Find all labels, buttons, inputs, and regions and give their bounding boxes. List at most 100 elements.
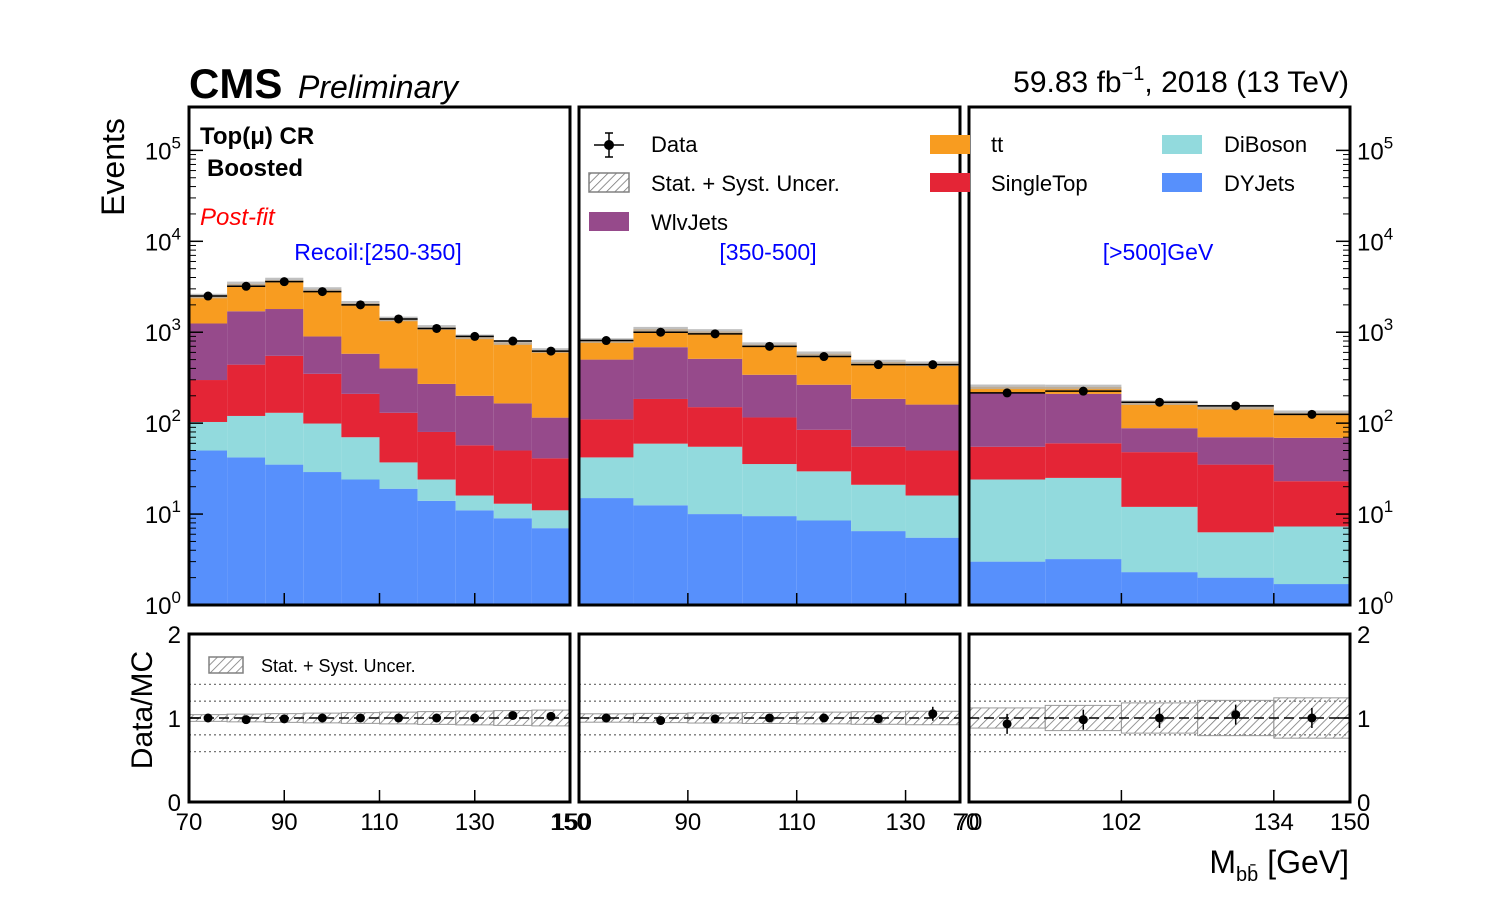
ratio-point-p1-b8 <box>470 713 480 723</box>
svg-text:Stat. + Syst. Uncer.: Stat. + Syst. Uncer. <box>651 171 840 196</box>
x-tick-label-p3: 102 <box>1101 809 1141 836</box>
data-marker-icon <box>604 140 614 150</box>
legend-item-wlvjets: WlvJets <box>589 210 728 235</box>
svg-text:DiBoson: DiBoson <box>1224 132 1307 157</box>
bar-wlvjets-p2-b1 <box>579 359 634 420</box>
y-tick-label-main: 104 <box>145 224 181 256</box>
data-point-p1-b10 <box>546 346 556 356</box>
bar-singletop-p3-b2 <box>1045 443 1122 478</box>
ratio-point-p1-b1 <box>203 713 213 723</box>
bar-diboson-p3-b2 <box>1045 477 1122 560</box>
x-axis-title: Mbb̄ [GeV] <box>1209 844 1349 886</box>
bar-diboson-p3-b5 <box>1273 526 1350 585</box>
bar-diboson-p1-b4 <box>303 423 342 473</box>
bar-singletop-p2-b7 <box>905 450 960 496</box>
ratio-hatch-swatch-icon <box>208 656 244 674</box>
x-tick-label-p1: 90 <box>271 809 298 836</box>
x-tick-label-p2: 90 <box>675 809 702 836</box>
bar-diboson-p2-b3 <box>687 446 743 515</box>
main-frame-p3 <box>967 105 1352 607</box>
hatch-swatch-icon <box>588 172 630 193</box>
ratio-point-p1-b10 <box>546 711 556 721</box>
data-point-p2-b3 <box>710 329 720 339</box>
bar-singletop-p2-b3 <box>687 407 743 447</box>
ratio-point-p1-b3 <box>279 714 289 724</box>
ratio-point-p1-b4 <box>317 713 327 723</box>
data-point-p1-b2 <box>241 281 251 291</box>
ratio-point-p2-b5 <box>819 713 829 723</box>
data-point-p1-b1 <box>203 291 213 301</box>
bar-dyjets-p2-b7 <box>905 537 960 605</box>
ratio-point-p1-b7 <box>432 713 442 723</box>
bar-diboson-p1-b8 <box>455 495 494 511</box>
x-tick-label-p2: 110 <box>778 809 816 836</box>
recoil-label-1: Recoil:[250-350] <box>294 239 462 265</box>
bar-tt-p1-b9 <box>493 342 532 404</box>
bar-diboson-p1-b6 <box>379 462 418 489</box>
bar-tt-p2-b2 <box>633 329 688 348</box>
ratio-point-p3-b3 <box>1155 713 1164 723</box>
bar-wlvjets-p3-b3 <box>1121 428 1198 453</box>
bar-diboson-p2-b7 <box>905 495 960 538</box>
y-tick-label-main: 103 <box>145 315 181 347</box>
data-point-p1-b8 <box>470 331 480 341</box>
bar-singletop-p1-b9 <box>493 450 532 504</box>
legend-item-data: Data <box>594 132 698 158</box>
data-point-p1-b6 <box>394 314 404 324</box>
bar-diboson-p2-b4 <box>742 464 797 517</box>
svg-text:Stat. + Syst. Uncer.: Stat. + Syst. Uncer. <box>261 656 416 676</box>
bar-dyjets-p3-b2 <box>1045 559 1122 605</box>
ratio-point-p2-b4 <box>765 713 774 723</box>
x-tick-label-p1: 150 <box>550 809 590 836</box>
bar-singletop-p1-b2 <box>227 364 266 416</box>
y-tick-label-ratio: 1 <box>1357 706 1370 733</box>
data-point-p2-b6 <box>873 360 883 370</box>
bar-tt-p1-b10 <box>531 350 570 418</box>
bar-wlvjets-p1-b6 <box>379 368 418 413</box>
bar-tt-p1-b8 <box>455 336 494 396</box>
bar-wlvjets-p2-b7 <box>905 404 960 451</box>
data-point-p3-b5 <box>1307 409 1317 419</box>
legend-item-tt: tt <box>930 132 1003 157</box>
data-point-p1-b7 <box>432 323 442 333</box>
data-point-p1-b5 <box>355 300 365 310</box>
data-point-p2-b5 <box>819 352 829 362</box>
main-frame-p2 <box>577 105 962 607</box>
svg-text:WlvJets: WlvJets <box>651 210 728 235</box>
data-point-p3-b2 <box>1078 386 1088 396</box>
tt-swatch <box>930 135 970 154</box>
bar-diboson-p1-b3 <box>265 412 304 465</box>
bar-singletop-p1-b3 <box>265 355 304 413</box>
y-tick-label-ratio: 2 <box>1357 622 1370 649</box>
svg-text:SingleTop: SingleTop <box>991 171 1088 196</box>
data-point-p1-b3 <box>279 277 289 287</box>
bar-diboson-p2-b1 <box>579 457 634 499</box>
bar-wlvjets-p1-b8 <box>455 395 494 446</box>
bar-singletop-p1-b4 <box>303 373 342 424</box>
region-sublabel: Boosted <box>207 155 303 182</box>
bar-singletop-p3-b4 <box>1197 464 1274 533</box>
bar-singletop-p2-b2 <box>633 398 688 444</box>
bar-wlvjets-p1-b9 <box>493 403 532 451</box>
bar-dyjets-p3-b5 <box>1273 584 1350 605</box>
x-tick-label-join: 150 <box>552 809 592 836</box>
ratio-legend: Stat. + Syst. Uncer. <box>208 656 416 676</box>
legend: Data Stat. + Syst. Uncer. WlvJets tt Sin… <box>588 132 1307 235</box>
y-tick-label-ratio: 0 <box>1357 790 1370 817</box>
bar-wlvjets-p1-b10 <box>531 417 570 459</box>
ratio-point-p3-b5 <box>1307 713 1317 723</box>
data-point-p3-b3 <box>1155 397 1164 407</box>
bar-tt-p1-b7 <box>417 327 456 384</box>
bar-diboson-p3-b1 <box>969 479 1046 562</box>
region-label: Top(μ) CR <box>200 123 314 150</box>
ratio-point-p1-b9 <box>508 710 518 720</box>
bar-dyjets-p2-b2 <box>633 505 688 605</box>
stack-uncert-p3-b1 <box>969 384 1046 390</box>
bar-singletop-p2-b1 <box>579 419 634 458</box>
bar-tt-p1-b1 <box>189 296 228 324</box>
bar-dyjets-p2-b3 <box>687 514 743 605</box>
ratio-point-p1-b5 <box>355 713 365 723</box>
x-tick-label-p1: 70 <box>176 809 203 836</box>
